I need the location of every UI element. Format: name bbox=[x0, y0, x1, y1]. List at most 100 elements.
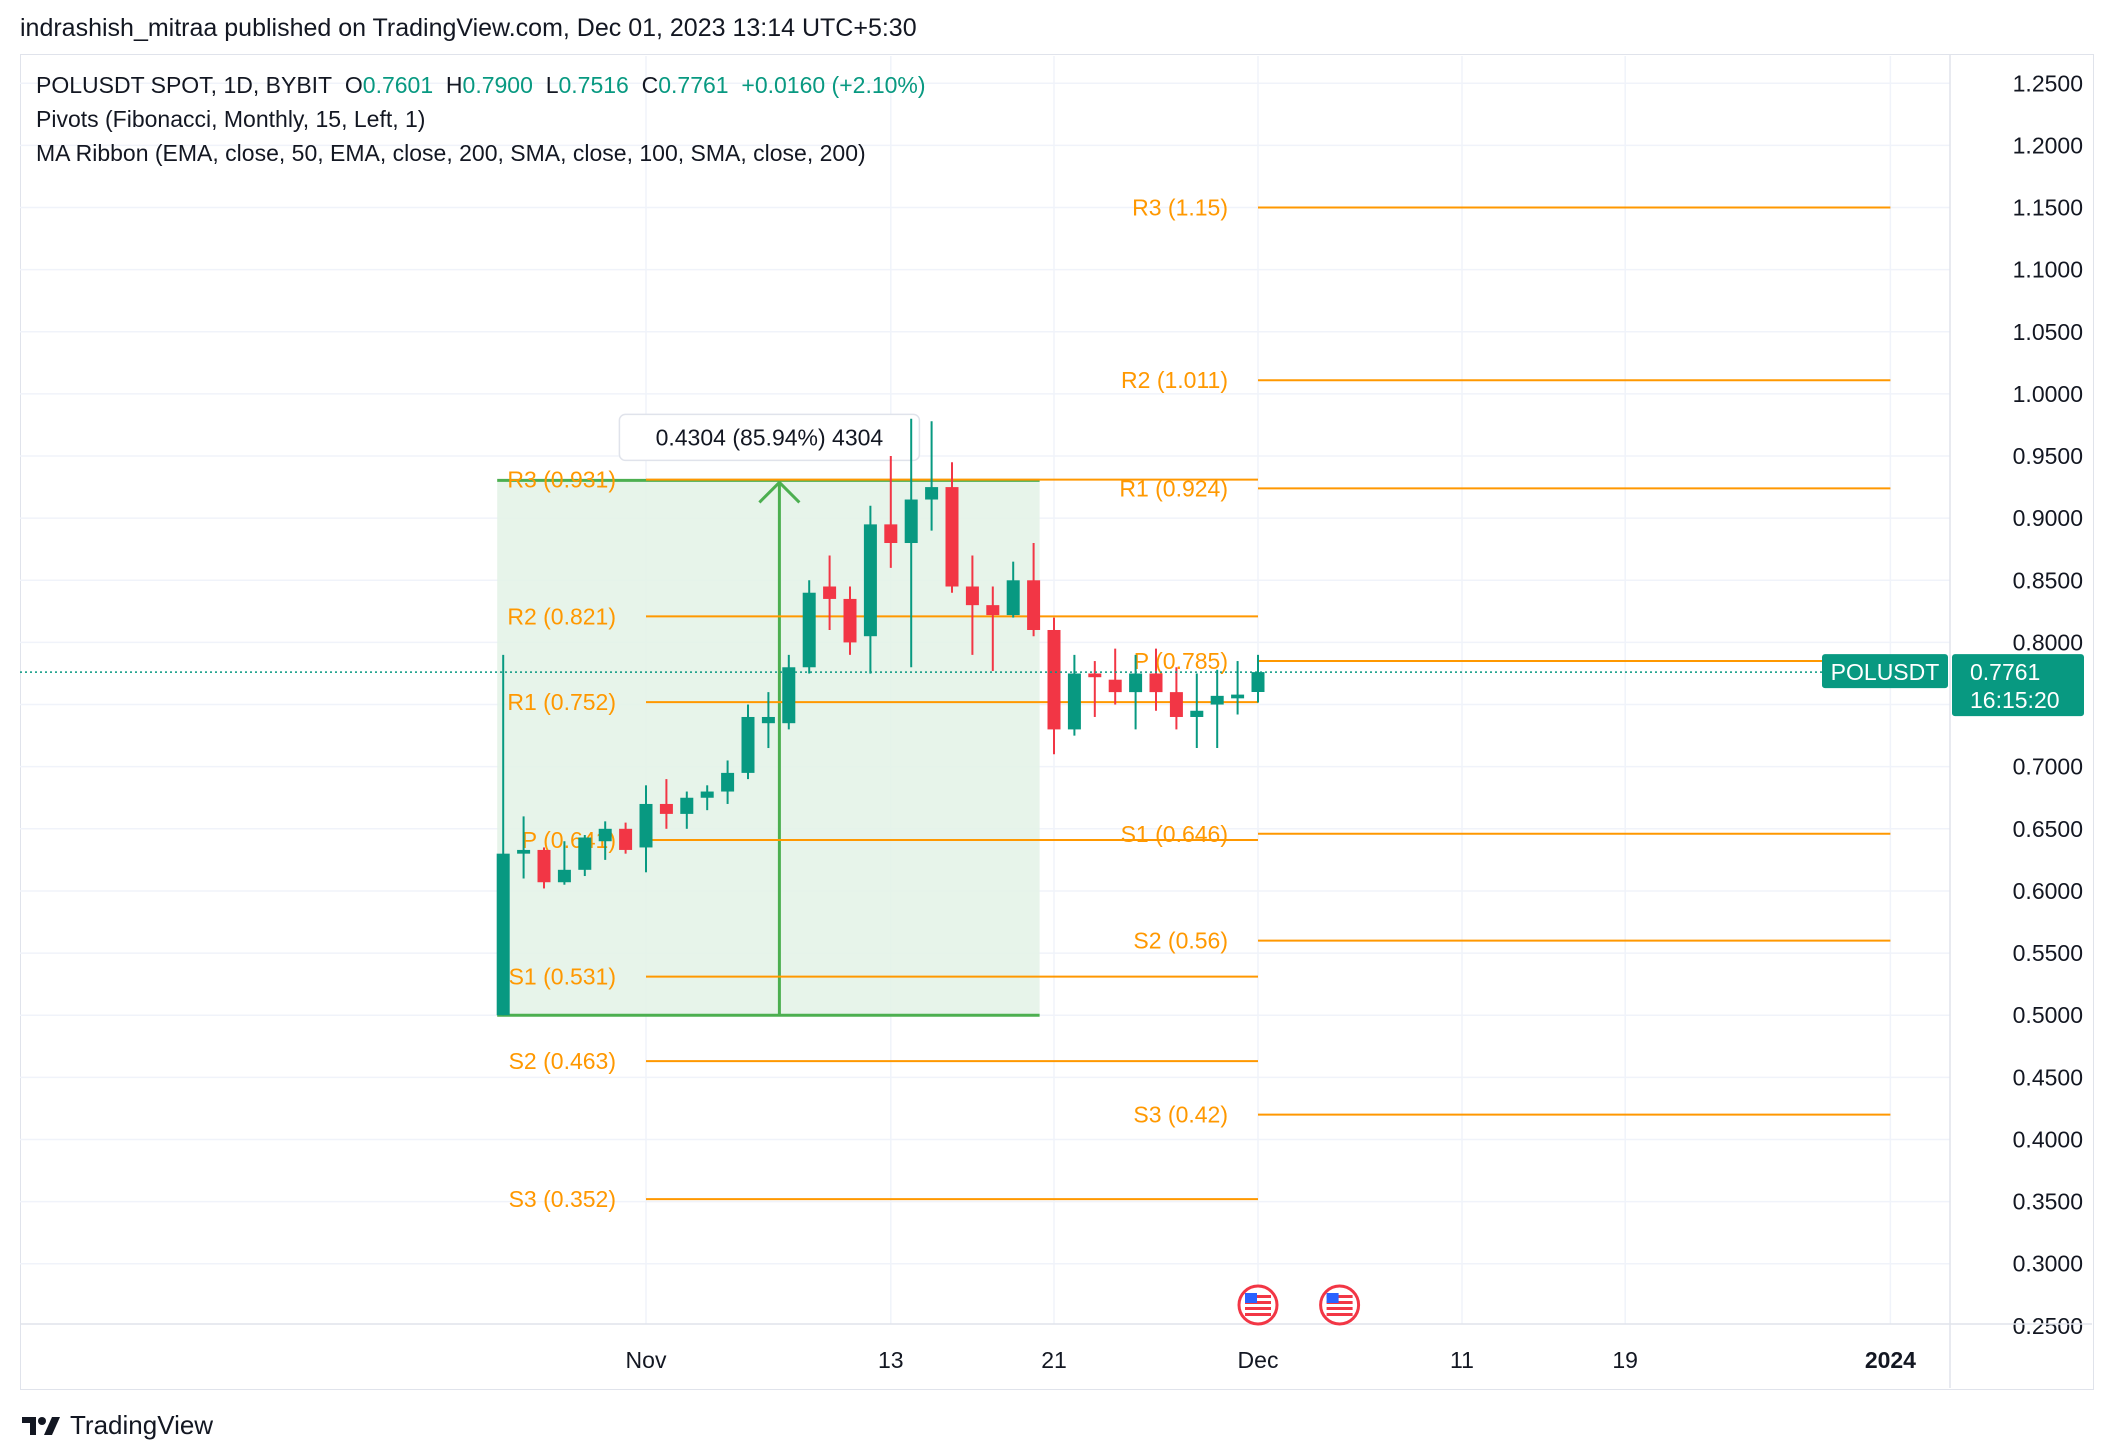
candle-body[interactable] bbox=[496, 853, 510, 1016]
candle-body[interactable] bbox=[1169, 692, 1183, 717]
us-flag-canton bbox=[1326, 1293, 1339, 1303]
candle-body[interactable] bbox=[517, 849, 531, 854]
candle-body[interactable] bbox=[1067, 673, 1081, 730]
price-range-arrow-head bbox=[758, 480, 801, 504]
candle-body[interactable] bbox=[1210, 695, 1224, 705]
candle-body[interactable] bbox=[1190, 710, 1204, 717]
candle-body[interactable] bbox=[1006, 580, 1020, 616]
candle-body[interactable] bbox=[578, 837, 592, 870]
countdown-value: 16:15:20 bbox=[1970, 687, 2060, 713]
low-label: L bbox=[545, 72, 559, 98]
candle-body[interactable] bbox=[823, 586, 837, 599]
close-label: C bbox=[641, 72, 659, 98]
y-tick-label: 0.2500 bbox=[2013, 1313, 2083, 1339]
candle-body[interactable] bbox=[721, 772, 735, 792]
symbol-price-tag[interactable] bbox=[1822, 654, 1948, 689]
candle-body[interactable] bbox=[1149, 673, 1163, 693]
y-tick-label: 0.7000 bbox=[2013, 754, 2083, 780]
candle-body[interactable] bbox=[598, 828, 612, 842]
y-tick-label: 0.8500 bbox=[2013, 567, 2083, 593]
pivot-label-r2: R2 (0.821) bbox=[507, 603, 616, 629]
y-tick-label: 0.9500 bbox=[2013, 443, 2083, 469]
candle-body[interactable] bbox=[1129, 673, 1143, 693]
candle-body[interactable] bbox=[1027, 580, 1041, 630]
symbol-tag-label: POLUSDT bbox=[1831, 659, 1940, 685]
candle-body[interactable] bbox=[986, 605, 1000, 616]
ma-ribbon-indicator-legend[interactable]: MA Ribbon (EMA, close, 50, EMA, close, 2… bbox=[36, 140, 866, 166]
us-flag-stripe bbox=[1326, 1295, 1353, 1298]
candle-body[interactable] bbox=[1047, 629, 1061, 730]
y-tick-label: 1.2500 bbox=[2013, 70, 2083, 96]
price-range-label: 0.4304 (85.94%) 4304 bbox=[656, 424, 884, 450]
symbol-legend[interactable]: POLUSDT SPOT, 1D, BYBIT O0.7601 H0.7900 … bbox=[36, 72, 926, 99]
candle-body[interactable] bbox=[884, 524, 898, 544]
us-flag-icon[interactable] bbox=[1237, 1284, 1279, 1326]
candle-body[interactable] bbox=[863, 524, 877, 637]
candle-body[interactable] bbox=[1088, 673, 1102, 678]
y-tick-label: 0.4000 bbox=[2013, 1126, 2083, 1152]
price-range-label-box bbox=[618, 413, 921, 462]
candle-body[interactable] bbox=[639, 803, 653, 848]
candle-body[interactable] bbox=[843, 598, 857, 643]
tradingview-brand-label: TradingView bbox=[70, 1410, 214, 1440]
pivot-label-r1: R1 (0.752) bbox=[507, 689, 616, 715]
y-tick-label: 0.3500 bbox=[2013, 1189, 2083, 1215]
candle-body[interactable] bbox=[904, 499, 918, 544]
us-flag-icon[interactable] bbox=[1319, 1284, 1361, 1326]
us-flag-stripe bbox=[1245, 1313, 1271, 1316]
us-flag-stripe bbox=[1245, 1301, 1271, 1304]
x-tick-label: 2024 bbox=[1865, 1347, 1916, 1373]
y-tick-label: 0.8000 bbox=[2013, 629, 2083, 655]
pivot-label-s2: S2 (0.56) bbox=[1133, 928, 1228, 954]
open-label: O bbox=[344, 72, 363, 98]
candle-body[interactable] bbox=[557, 869, 571, 883]
chart-frame bbox=[20, 54, 2094, 1390]
y-tick-label: 1.0500 bbox=[2013, 319, 2083, 345]
x-tick-label: 13 bbox=[878, 1347, 904, 1373]
x-tick-label: Nov bbox=[626, 1347, 667, 1373]
last-price-value: 0.7761 bbox=[1970, 659, 2040, 685]
open-value: 0.7601 bbox=[362, 72, 434, 98]
us-flag-canton bbox=[1245, 1293, 1257, 1303]
candle-body[interactable] bbox=[1251, 672, 1265, 692]
pivot-label-s3: S3 (0.42) bbox=[1133, 1102, 1228, 1128]
y-tick-label: 0.5000 bbox=[2013, 1002, 2083, 1028]
x-tick-label: Dec bbox=[1238, 1347, 1279, 1373]
publisher-line: indrashish_mitraa published on TradingVi… bbox=[20, 14, 917, 42]
y-tick-label: 0.3000 bbox=[2013, 1251, 2083, 1277]
y-tick-label: 1.1500 bbox=[2013, 195, 2083, 221]
candle-body[interactable] bbox=[782, 667, 796, 724]
candle-body[interactable] bbox=[680, 797, 694, 814]
candle-body[interactable] bbox=[761, 716, 775, 724]
candle-body[interactable] bbox=[619, 828, 633, 850]
us-flag-stripe bbox=[1326, 1307, 1353, 1310]
pivot-label-s3: S3 (0.352) bbox=[509, 1186, 616, 1212]
candle-body[interactable] bbox=[1231, 694, 1245, 699]
x-tick-label: 21 bbox=[1041, 1347, 1067, 1373]
close-value: 0.7761 bbox=[658, 72, 729, 98]
symbol-name[interactable]: POLUSDT SPOT, 1D, BYBIT bbox=[36, 72, 333, 98]
y-tick-label: 0.6000 bbox=[2013, 878, 2083, 904]
candle-body[interactable] bbox=[700, 791, 714, 798]
pivots-indicator-legend[interactable]: Pivots (Fibonacci, Monthly, 15, Left, 1) bbox=[36, 106, 426, 132]
candle-body[interactable] bbox=[741, 716, 755, 773]
pivot-label-s1: S1 (0.531) bbox=[509, 964, 616, 990]
candle-body[interactable] bbox=[945, 487, 959, 587]
candle-body[interactable] bbox=[659, 803, 673, 814]
x-tick-label: 19 bbox=[1612, 1347, 1638, 1373]
pivot-label-s1: S1 (0.646) bbox=[1121, 821, 1228, 847]
candle-body[interactable] bbox=[537, 849, 551, 883]
y-tick-label: 0.5500 bbox=[2013, 940, 2083, 966]
pivot-label-r2: R2 (1.011) bbox=[1121, 367, 1228, 393]
y-tick-label: 1.1000 bbox=[2013, 257, 2083, 283]
candle-body[interactable] bbox=[802, 592, 816, 668]
candle-body[interactable] bbox=[965, 586, 979, 606]
pivot-label-p: P (0.785) bbox=[1134, 648, 1228, 674]
pivot-label-r3: R3 (1.15) bbox=[1132, 195, 1228, 221]
candle-body[interactable] bbox=[1108, 679, 1122, 693]
candle-body[interactable] bbox=[925, 487, 939, 500]
tradingview-brand[interactable]: TradingView bbox=[22, 1410, 213, 1441]
last-price-tag[interactable] bbox=[1952, 654, 2084, 717]
tradingview-logo-icon bbox=[22, 1416, 60, 1435]
